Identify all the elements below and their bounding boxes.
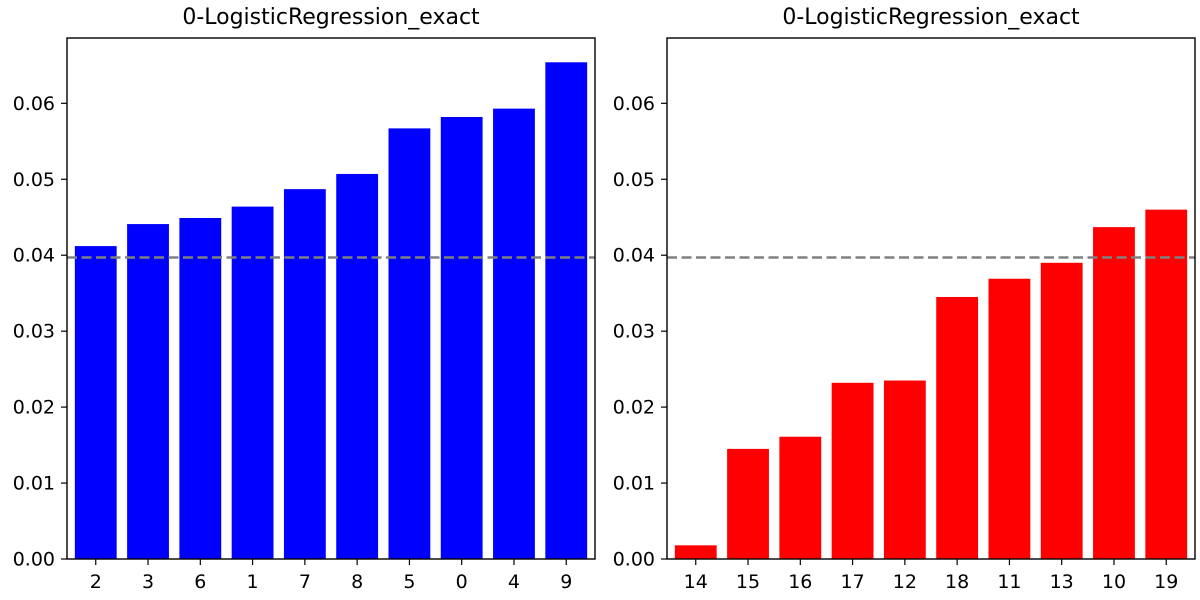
left-bar-9 bbox=[545, 62, 588, 560]
left-bar-4 bbox=[493, 108, 535, 559]
left-bar-5 bbox=[388, 128, 431, 559]
left-xtick-label: 0 bbox=[456, 571, 468, 593]
right-xtick-label: 12 bbox=[893, 571, 917, 593]
right-ytick-label: 0.02 bbox=[613, 397, 655, 419]
right-bar-18 bbox=[936, 296, 979, 559]
right-xtick-label: 18 bbox=[945, 571, 969, 593]
right-bar-10 bbox=[1093, 227, 1135, 560]
left-chart-panel: 0-LogisticRegression_exact 0.00 0.01 0.02 0… bbox=[13, 5, 596, 593]
left-ytick-label: 0.00 bbox=[13, 549, 55, 571]
left-axes-frame bbox=[66, 37, 596, 560]
left-xtick-label: 2 bbox=[90, 571, 102, 593]
right-xtick-label: 16 bbox=[788, 571, 812, 593]
left-bar-1 bbox=[231, 206, 274, 559]
right-bar-12 bbox=[883, 380, 926, 559]
left-bar-3 bbox=[127, 224, 169, 559]
left-xtick-label: 4 bbox=[508, 571, 520, 593]
right-ytick-label: 0.01 bbox=[613, 473, 655, 495]
right-chart-panel: 0-LogisticRegression_exact 0.00 0.01 0.02 0… bbox=[613, 5, 1196, 593]
right-ytick-label: 0.00 bbox=[613, 549, 655, 571]
right-xtick-label: 15 bbox=[736, 571, 760, 593]
left-ytick-label: 0.01 bbox=[13, 473, 55, 495]
left-ytick-label: 0.03 bbox=[13, 321, 55, 343]
left-xtick-label: 6 bbox=[194, 571, 206, 593]
right-xtick-label: 11 bbox=[997, 571, 1021, 593]
left-bar-7 bbox=[283, 189, 326, 559]
left-bar-8 bbox=[336, 173, 379, 559]
left-bar-6 bbox=[179, 218, 222, 559]
left-xtick-label: 9 bbox=[560, 571, 572, 593]
left-ytick-label: 0.04 bbox=[13, 245, 55, 267]
left-xtick-label: 5 bbox=[403, 571, 415, 593]
right-axes-frame bbox=[666, 37, 1196, 560]
right-bar-17 bbox=[831, 382, 874, 559]
right-xtick-label: 13 bbox=[1050, 571, 1074, 593]
left-xtick-label: 7 bbox=[299, 571, 311, 593]
right-bar-14 bbox=[674, 545, 717, 559]
left-xtick-label: 8 bbox=[351, 571, 363, 593]
left-chart-title: 0-LogisticRegression_exact bbox=[182, 5, 480, 30]
left-ytick-label: 0.06 bbox=[13, 93, 55, 115]
right-chart-title: 0-LogisticRegression_exact bbox=[782, 5, 1080, 30]
right-ytick-label: 0.06 bbox=[613, 93, 655, 115]
left-xtick-label: 3 bbox=[142, 571, 154, 593]
right-xtick-label: 14 bbox=[684, 571, 708, 593]
right-bar-13 bbox=[1040, 262, 1083, 559]
right-ytick-label: 0.04 bbox=[613, 245, 655, 267]
right-bar-11 bbox=[988, 278, 1031, 559]
right-xtick-label: 19 bbox=[1154, 571, 1178, 593]
left-ytick-label: 0.02 bbox=[13, 397, 55, 419]
right-bar-15 bbox=[727, 448, 769, 559]
left-xtick-label: 1 bbox=[247, 571, 259, 593]
left-bar-0 bbox=[440, 116, 483, 560]
right-xtick-label: 17 bbox=[840, 571, 864, 593]
right-ytick-label: 0.05 bbox=[613, 169, 655, 191]
right-bar-19 bbox=[1145, 209, 1188, 559]
left-ytick-label: 0.05 bbox=[13, 169, 55, 191]
left-bar-2 bbox=[74, 246, 117, 559]
right-ytick-label: 0.03 bbox=[613, 321, 655, 343]
right-bar-16 bbox=[779, 436, 822, 559]
right-xtick-label: 10 bbox=[1102, 571, 1126, 593]
